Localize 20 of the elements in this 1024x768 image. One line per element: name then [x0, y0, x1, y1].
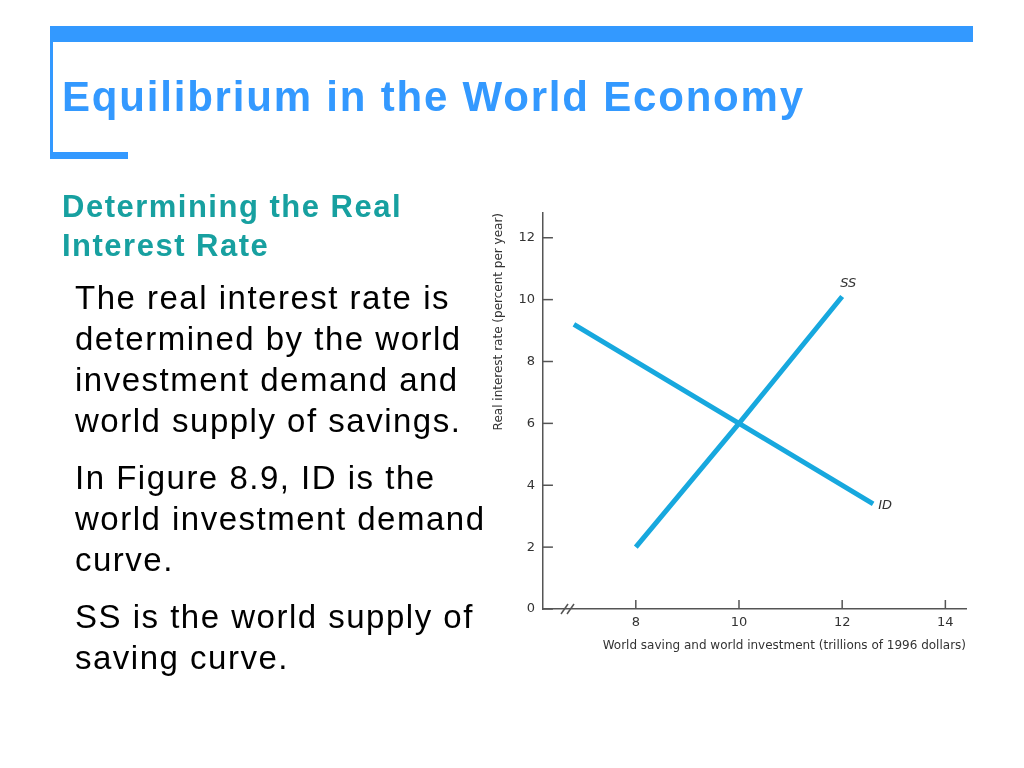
y-tick-label: 12: [518, 229, 535, 245]
y-tick-label: 2: [526, 538, 535, 554]
series-label: SS: [840, 275, 857, 291]
y-tick-label: 10: [518, 291, 535, 306]
x-tick-label: 14: [937, 614, 954, 630]
x-tick-label: 12: [833, 614, 851, 630]
y-tick-label: 6: [526, 414, 535, 430]
x-tick-label: 8: [631, 614, 640, 630]
y-tick-label: 4: [526, 476, 535, 492]
y-tick-label: 0: [526, 600, 535, 616]
x-axis-title: World saving and world investment (trillions of 1996 dollars): [602, 637, 966, 652]
series-label: ID: [878, 497, 892, 513]
chart-title: Equilibrium in the World Economy: [62, 72, 805, 122]
text: In Figure 8.9, ID is the world investment demand curve.: [75, 458, 487, 580]
text: Determining the Real Interest Rate: [62, 188, 404, 265]
text: SS is the world supply of saving curve.: [75, 597, 475, 678]
x-tick-label: 10: [730, 614, 748, 630]
text: The real interest rate is determined by the world investment demand and world supply of savings.: [75, 278, 463, 441]
y-axis-title: Real interest rate (percent per year): [491, 213, 506, 431]
y-tick-label: 8: [526, 352, 535, 368]
